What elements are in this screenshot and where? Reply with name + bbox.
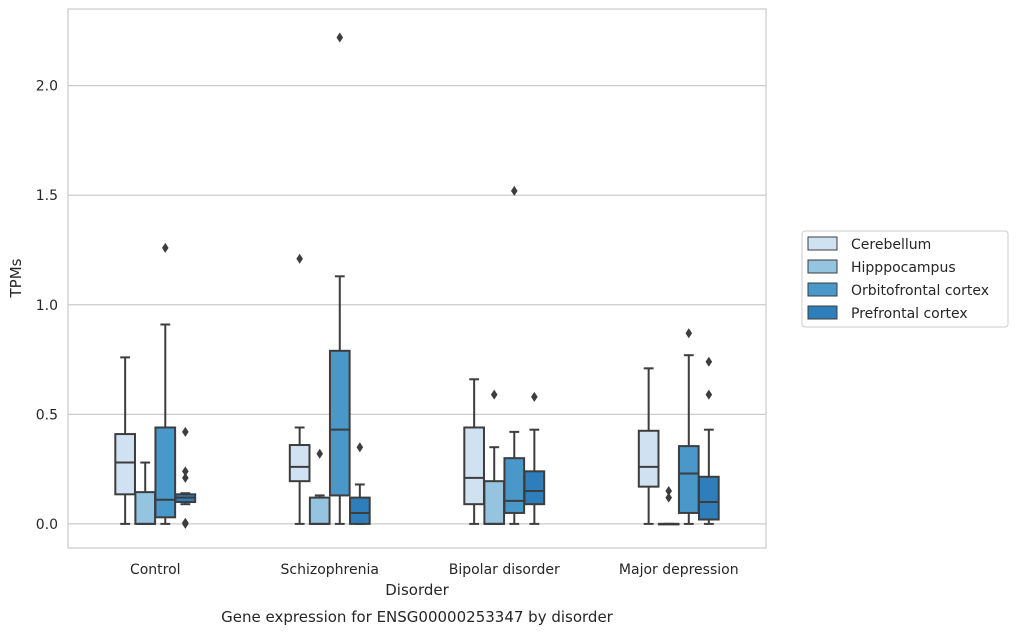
- chart-caption: Gene expression for ENSG00000253347 by d…: [221, 608, 614, 626]
- box-hipppocampus: [308, 448, 331, 525]
- y-axis-label: TPMs: [7, 258, 25, 298]
- y-tick-label: 1.0: [36, 298, 58, 314]
- box-cerebellum: [114, 356, 136, 525]
- outlier-point: [161, 242, 169, 253]
- y-axis-ticks: 0.0 0.5 1.0 1.5 2.0: [36, 79, 58, 533]
- box-orbitofrontal-cortex: [677, 328, 700, 525]
- box-iqr: [637, 429, 660, 488]
- box-prefrontal-cortex: [174, 426, 197, 529]
- outlier-point: [182, 518, 189, 529]
- legend-swatch: [807, 236, 838, 251]
- box-iqr: [114, 433, 136, 496]
- legend-swatch: [807, 259, 838, 274]
- legend-swatch: [807, 305, 838, 320]
- box-iqr: [134, 491, 157, 525]
- outlier-point: [705, 356, 713, 367]
- box-hipppocampus: [657, 486, 680, 526]
- box-iqr: [328, 349, 351, 497]
- outlier-point: [182, 466, 189, 477]
- box-groups: [114, 32, 720, 529]
- legend-entry: Cerebellum: [851, 237, 931, 253]
- outlier-point: [490, 389, 498, 400]
- x-tick-label: Major depression: [619, 562, 739, 578]
- x-tick-label: Control: [130, 562, 181, 578]
- legend-entry: Hipppocampus: [851, 260, 956, 276]
- box-cerebellum: [637, 367, 660, 525]
- box-iqr: [698, 475, 720, 521]
- y-tick-label: 2.0: [36, 79, 58, 95]
- box-cerebellum: [463, 378, 485, 525]
- outlier-point: [356, 442, 364, 453]
- x-axis-label: Disorder: [385, 581, 449, 599]
- legend-entry: Prefrontal cortex: [851, 306, 968, 322]
- box-iqr: [288, 444, 311, 483]
- box-iqr: [463, 426, 485, 506]
- outlier-point: [336, 32, 344, 43]
- legend-entry: Orbitofrontal cortex: [851, 283, 989, 299]
- x-axis-ticks: Control Schizophrenia Bipolar disorder Majo…: [130, 562, 739, 578]
- y-tick-label: 1.5: [36, 188, 58, 204]
- outlier-point: [182, 426, 189, 437]
- legend-frame: [801, 230, 1009, 328]
- box-iqr: [677, 445, 700, 514]
- legend: Cerebellum Hipppocampus Orbitofrontal cort…: [801, 230, 1009, 328]
- outlier-point: [665, 492, 673, 503]
- outlier-point: [510, 185, 518, 196]
- y-tick-label: 0.0: [36, 517, 58, 533]
- legend-swatch: [807, 282, 838, 297]
- y-tick-label: 0.5: [36, 407, 58, 423]
- box-prefrontal-cortex: [349, 442, 371, 525]
- box-orbitofrontal-cortex: [328, 32, 351, 525]
- x-tick-label: Bipolar disorder: [449, 562, 560, 578]
- box-iqr: [483, 480, 506, 525]
- box-cerebellum: [288, 253, 311, 525]
- box-iqr: [503, 457, 526, 514]
- box-iqr: [523, 470, 546, 506]
- box-iqr: [349, 496, 371, 525]
- outlier-point: [705, 389, 713, 400]
- outlier-point: [665, 486, 673, 497]
- box-iqr: [308, 496, 331, 525]
- box-prefrontal-cortex: [698, 356, 720, 525]
- outlier-point: [685, 328, 693, 339]
- outlier-point: [531, 391, 538, 402]
- outlier-point: [316, 448, 324, 459]
- x-tick-label: Schizophrenia: [281, 562, 379, 578]
- box-prefrontal-cortex: [523, 391, 546, 525]
- outlier-point: [296, 253, 303, 264]
- box-iqr: [154, 426, 177, 519]
- outlier-point: [182, 472, 189, 483]
- box-orbitofrontal-cortex: [154, 242, 177, 525]
